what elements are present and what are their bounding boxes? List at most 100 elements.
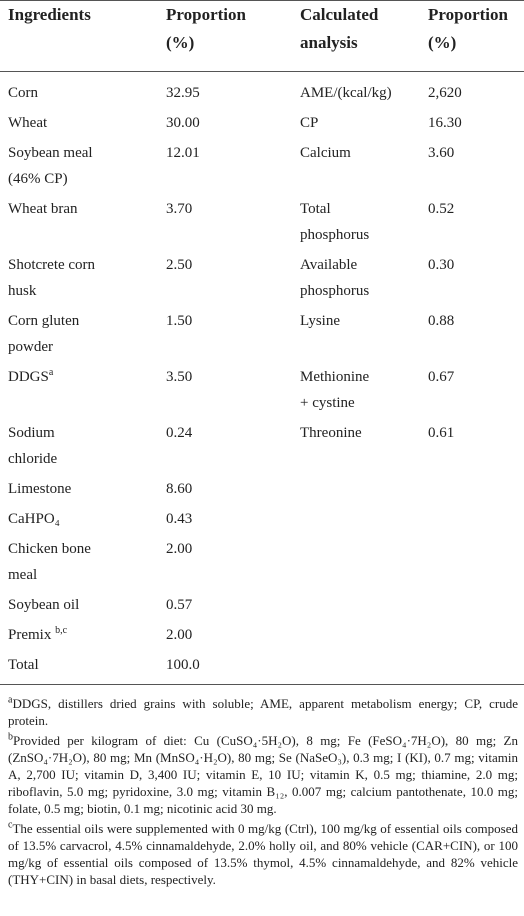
text-line: meal [8, 567, 38, 583]
table-row: Soybean meal (46% CP) 12.01 Calcium 3.60 [0, 138, 524, 194]
table-body: Corn 32.95 AME/(kcal/kg) 2,620 Wheat 30.00 CP 1… [0, 72, 524, 685]
empty-cell [428, 620, 524, 650]
empty-cell [300, 504, 428, 534]
name-cell: Sodium chloride [0, 418, 166, 474]
text-line: Corn gluten [8, 313, 80, 329]
text-line: Proportion [428, 5, 508, 24]
name-cell: Lysine [300, 306, 428, 362]
text-line: Soybean meal [8, 145, 93, 161]
value-cell: 0.88 [428, 313, 455, 329]
header-cell: Calculated analysis [300, 1, 428, 72]
text-line: analysis [300, 33, 358, 52]
empty-cell [300, 650, 428, 685]
text-line: Chicken bone [8, 541, 91, 557]
name-cell: CaHPO₄ [0, 504, 166, 534]
text-line: Sodium [8, 425, 55, 441]
text-line: (46% CP) [8, 171, 68, 187]
value-cell: 8.60 [166, 481, 193, 497]
value-cell: 100.0 [166, 657, 200, 673]
name-cell: Corn [0, 72, 166, 109]
text-line: AME/(kcal/kg) [300, 85, 392, 101]
value-cell: 0.30 [428, 257, 455, 273]
text-line: Proportion [166, 5, 246, 24]
text-line: Corn [8, 85, 38, 101]
footnote-marker: c [8, 819, 13, 831]
superscript: b,c [55, 625, 68, 636]
text-line: Calculated [300, 5, 379, 24]
value-cell: 32.95 [166, 85, 200, 101]
header-row: Ingredients Proportion (%) Calculated analys… [0, 0, 524, 72]
text-line: CP [300, 115, 319, 131]
name-cell: Chicken bone meal [0, 534, 166, 590]
name-cell: Corn gluten powder [0, 306, 166, 362]
table-header: Ingredients Proportion (%) Calculated analys… [0, 0, 524, 72]
text-line: DDGSa [8, 367, 54, 386]
text-line: Total [300, 201, 331, 217]
header-cell: Proportion (%) [166, 1, 300, 72]
value-cell: 2.00 [166, 627, 193, 643]
value-cell: 2,620 [428, 85, 462, 101]
composition-table: Ingredients Proportion (%) Calculated analys… [0, 0, 524, 685]
empty-cell [428, 504, 524, 534]
table-row: Corn 32.95 AME/(kcal/kg) 2,620 [0, 72, 524, 109]
footnote-text: Provided per kilogram of diet: Cu (CuSO₄… [8, 733, 518, 816]
text-line: (%) [166, 33, 195, 52]
text-line: Available [300, 257, 358, 273]
name-cell: CP [300, 108, 428, 138]
value-cell: 30.00 [166, 115, 200, 131]
value-cell: 3.50 [166, 369, 193, 385]
value-cell: 0.52 [428, 201, 455, 217]
name-cell: Premix b,c [0, 620, 166, 650]
text-line: Ingredients [8, 5, 91, 24]
name-cell: Soybean meal (46% CP) [0, 138, 166, 194]
name-cell: Wheat [0, 108, 166, 138]
text-line: Wheat bran [8, 201, 78, 217]
header-cell: Ingredients [0, 1, 166, 72]
text-line: phosphorus [300, 283, 370, 299]
name-cell: Total [0, 650, 166, 685]
text-line: Calcium [300, 145, 351, 161]
table-row: Limestone 8.60 [0, 474, 524, 504]
table-row: Shotcrete corn husk 2.50 Available phosphoru… [0, 250, 524, 306]
name-cell: Shotcrete corn husk [0, 250, 166, 306]
text-line: Threonine [300, 425, 362, 441]
table-row: Sodium chloride 0.24 Threonine 0.61 [0, 418, 524, 474]
text-line: chloride [8, 451, 58, 467]
footnote: aDDGS, distillers dried grains with solu… [8, 695, 518, 729]
empty-cell [428, 590, 524, 620]
empty-cell [300, 534, 428, 590]
text-line: Premix b,c [8, 625, 68, 644]
value-cell: 2.50 [166, 257, 193, 273]
name-cell: Soybean oil [0, 590, 166, 620]
text-line: Methionine [300, 369, 370, 385]
name-cell: AME/(kcal/kg) [300, 72, 428, 109]
value-cell: 16.30 [428, 115, 462, 131]
name-cell: Limestone [0, 474, 166, 504]
value-cell: 0.57 [166, 597, 193, 613]
table-row: Chicken bone meal 2.00 [0, 534, 524, 590]
footnotes: aDDGS, distillers dried grains with solu… [0, 685, 524, 888]
name-cell: Available phosphorus [300, 250, 428, 306]
value-cell: 0.61 [428, 425, 455, 441]
value-cell: 0.24 [166, 425, 193, 441]
text-line: Wheat [8, 115, 48, 131]
text-line: (%) [428, 33, 457, 52]
table-row: Wheat bran 3.70 Total phosphorus 0.52 [0, 194, 524, 250]
table-row: Soybean oil 0.57 [0, 590, 524, 620]
table-row: Total 100.0 [0, 650, 524, 685]
table-row: Premix b,c 2.00 [0, 620, 524, 650]
value-cell: 3.60 [428, 145, 455, 161]
text-line: Shotcrete corn [8, 257, 96, 273]
name-cell: Wheat bran [0, 194, 166, 250]
name-cell: DDGSa [0, 362, 166, 418]
superscript: a [48, 367, 54, 378]
empty-cell [428, 650, 524, 685]
value-cell: 0.43 [166, 511, 193, 527]
empty-cell [300, 590, 428, 620]
value-cell: 12.01 [166, 145, 200, 161]
footnote-marker: b [8, 731, 13, 743]
value-cell: 1.50 [166, 313, 193, 329]
name-cell: Total phosphorus [300, 194, 428, 250]
value-cell: 3.70 [166, 201, 193, 217]
